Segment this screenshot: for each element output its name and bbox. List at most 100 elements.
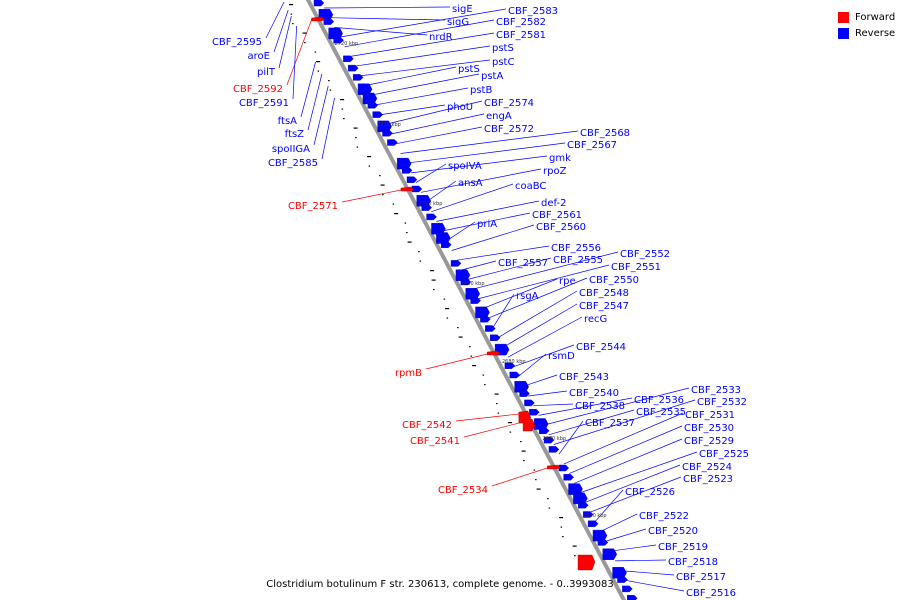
leader-line xyxy=(300,61,316,118)
tick-mark xyxy=(430,270,435,272)
reverse-gene-block xyxy=(534,418,549,430)
reverse-leader-line xyxy=(620,570,675,576)
reverse-gene-block xyxy=(401,167,413,174)
reverse-leader-line xyxy=(369,73,480,96)
reverse-leader-line xyxy=(507,316,583,358)
reverse-gene-block xyxy=(548,446,560,453)
leader-line xyxy=(313,85,329,146)
reverse-gene-label: CBF_2516 xyxy=(686,588,736,599)
reverse-gene-label: CBF_2526 xyxy=(625,487,675,498)
forward-gene-block xyxy=(547,464,561,470)
reverse-gene-block xyxy=(558,464,570,472)
reverse-gene-label: CBF_2595 xyxy=(212,37,262,48)
reverse-leader-line xyxy=(548,409,635,436)
reverse-leader-line xyxy=(431,183,514,213)
reverse-gene-label: pilT xyxy=(257,67,276,78)
minor-ticks xyxy=(289,4,577,557)
reverse-gene-label: CBF_2533 xyxy=(691,385,741,396)
forward-gene-label: CBF_2542 xyxy=(402,420,452,431)
reverse-gene-label: ftsZ xyxy=(285,129,304,140)
leader-line xyxy=(278,15,292,69)
reverse-gene-label: CBF_2544 xyxy=(576,342,626,353)
reverse-gene-label: CBF_2591 xyxy=(239,98,289,109)
forward-gene-label: CBF_2571 xyxy=(288,201,338,212)
leader-line xyxy=(292,25,297,100)
reverse-gene-label: CBF_2585 xyxy=(268,158,318,169)
reverse-gene-block xyxy=(475,306,490,319)
reverse-gene-label: priA xyxy=(477,219,497,230)
kbp-tick-label: 2720 kbp xyxy=(335,41,359,47)
reverse-leader-line xyxy=(359,59,491,77)
reverse-leader-line xyxy=(609,544,657,552)
tick-mark xyxy=(343,118,345,120)
tick-mark xyxy=(574,555,576,557)
kbp-tick-label: 2690 kbp xyxy=(461,281,485,287)
reverse-gene-block xyxy=(514,381,529,393)
reverse-gene-label: CBF_2548 xyxy=(579,288,629,299)
reverse-gene-label: CBF_2520 xyxy=(648,526,698,537)
reverse-gene-label: rpe xyxy=(559,276,576,287)
reverse-gene-label: CBF_2540 xyxy=(569,388,619,399)
tick-mark xyxy=(520,441,522,443)
tick-mark xyxy=(457,327,459,329)
legend-reverse-label: Reverse xyxy=(855,27,896,39)
reverse-gene-label: CBF_2530 xyxy=(684,423,734,434)
reverse-gene-block xyxy=(323,18,335,25)
reverse-gene-label: gmk xyxy=(549,153,571,164)
reverse-gene-block xyxy=(421,204,432,211)
leader-line xyxy=(307,73,323,131)
reverse-leader-line xyxy=(543,387,690,426)
tick-mark xyxy=(292,23,294,25)
tick-mark xyxy=(317,70,320,72)
forward-gene-block xyxy=(487,350,501,356)
tick-mark xyxy=(380,184,385,186)
reverse-gene-block xyxy=(397,157,412,170)
reverse-leader-line xyxy=(421,168,542,193)
reverse-gene-block xyxy=(622,585,633,593)
tick-mark xyxy=(560,526,563,528)
reverse-leader-line xyxy=(456,245,550,261)
reverse-gene-block xyxy=(431,222,446,235)
forward-swatch xyxy=(838,11,849,23)
reverse-gene-block xyxy=(602,548,618,560)
reverse-leader-line xyxy=(517,353,547,377)
tick-mark xyxy=(484,384,486,386)
reverse-gene-label: pstC xyxy=(492,57,514,68)
tick-mark xyxy=(304,42,306,44)
reverse-gene-block xyxy=(387,139,398,146)
reverse-gene-block xyxy=(597,539,609,546)
leader-line xyxy=(265,1,285,39)
reverse-gene-label: phoU xyxy=(447,102,473,113)
tick-mark xyxy=(316,61,321,63)
leader-line xyxy=(425,353,488,370)
reverse-gene-label: CBF_2582 xyxy=(496,17,546,28)
kbp-tick-label: 2700 kbp xyxy=(419,201,443,207)
tick-mark xyxy=(382,194,384,196)
reverse-gene-block xyxy=(509,371,521,379)
gene-leader-lines xyxy=(265,1,698,592)
reverse-gene-block xyxy=(426,213,437,221)
tick-mark xyxy=(562,536,564,538)
tick-mark xyxy=(497,412,500,414)
reverse-gene-label: CBF_2574 xyxy=(484,98,534,109)
reverse-leader-line xyxy=(441,212,531,232)
reverse-gene-block xyxy=(441,241,452,249)
leader-line xyxy=(341,189,402,203)
reverse-leader-line xyxy=(339,8,507,38)
tick-mark xyxy=(379,175,381,177)
tick-mark xyxy=(458,336,463,338)
reverse-leader-line xyxy=(354,45,491,67)
reverse-gene-label: CBF_2560 xyxy=(536,222,586,233)
tick-mark xyxy=(547,498,549,500)
reverse-gene-label: CBF_2581 xyxy=(496,30,546,41)
reverse-gene-label: ftsA xyxy=(278,116,297,127)
reverse-gene-label: CBF_2547 xyxy=(579,301,629,312)
forward-gene-label: CBF_2592 xyxy=(233,84,283,95)
tick-mark xyxy=(482,374,485,376)
leader-line xyxy=(286,19,312,86)
reverse-leader-line xyxy=(502,303,578,348)
reverse-leader-line xyxy=(579,451,698,494)
reverse-gene-block xyxy=(357,83,373,95)
reverse-gene-label: CBF_2529 xyxy=(684,436,734,447)
